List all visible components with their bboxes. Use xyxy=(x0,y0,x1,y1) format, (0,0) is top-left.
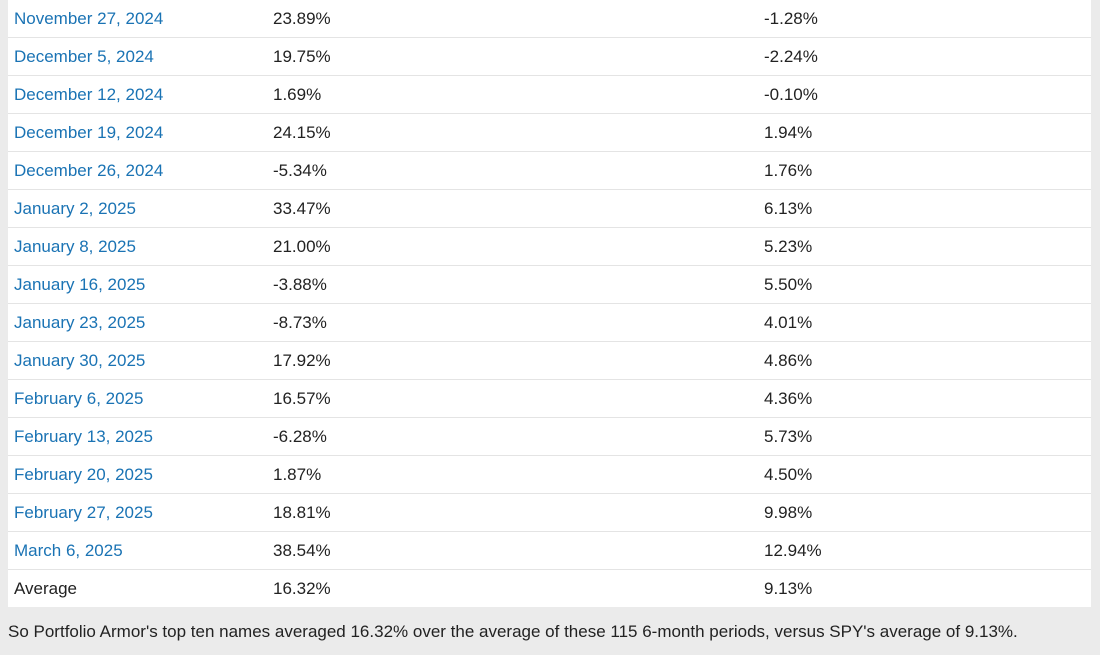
table-row: January 30, 2025 17.92% 4.86% xyxy=(8,341,1091,380)
spy-return-cell: 6.13% xyxy=(758,189,1091,228)
portfolio-return-cell: 18.81% xyxy=(267,493,758,532)
returns-table: November 27, 2024 23.89% -1.28% December… xyxy=(8,0,1091,607)
portfolio-return-cell: 1.87% xyxy=(267,455,758,494)
spy-return-cell: 12.94% xyxy=(758,531,1091,570)
date-link[interactable]: January 2, 2025 xyxy=(14,198,136,218)
date-cell: January 23, 2025 xyxy=(8,303,267,342)
portfolio-return-cell: 1.69% xyxy=(267,75,758,114)
date-cell: January 8, 2025 xyxy=(8,227,267,266)
portfolio-return-cell: 38.54% xyxy=(267,531,758,570)
table-row: January 16, 2025 -3.88% 5.50% xyxy=(8,265,1091,304)
date-link[interactable]: January 30, 2025 xyxy=(14,350,146,370)
table-row: December 5, 2024 19.75% -2.24% xyxy=(8,37,1091,76)
date-cell: February 27, 2025 xyxy=(8,493,267,532)
returns-table-body: November 27, 2024 23.89% -1.28% December… xyxy=(8,0,1091,607)
table-row: February 27, 2025 18.81% 9.98% xyxy=(8,493,1091,532)
date-cell: January 2, 2025 xyxy=(8,189,267,228)
date-link[interactable]: March 6, 2025 xyxy=(14,540,123,560)
date-cell: January 30, 2025 xyxy=(8,341,267,380)
table-row: November 27, 2024 23.89% -1.28% xyxy=(8,0,1091,38)
date-link[interactable]: December 12, 2024 xyxy=(14,84,164,104)
table-row: January 8, 2025 21.00% 5.23% xyxy=(8,227,1091,266)
date-cell: December 26, 2024 xyxy=(8,151,267,190)
date-link[interactable]: January 16, 2025 xyxy=(14,274,146,294)
spy-return-cell: -1.28% xyxy=(758,0,1091,38)
portfolio-return-cell: 23.89% xyxy=(267,0,758,38)
table-row: January 23, 2025 -8.73% 4.01% xyxy=(8,303,1091,342)
portfolio-return-cell: 24.15% xyxy=(267,113,758,152)
spy-return-cell: 5.23% xyxy=(758,227,1091,266)
spy-return-cell: -0.10% xyxy=(758,75,1091,114)
average-portfolio-return: 16.32% xyxy=(273,578,331,598)
date-link[interactable]: December 26, 2024 xyxy=(14,160,164,180)
date-cell: January 16, 2025 xyxy=(8,265,267,304)
date-cell: December 5, 2024 xyxy=(8,37,267,76)
spy-return-cell: 5.73% xyxy=(758,417,1091,456)
spy-return-cell: 4.86% xyxy=(758,341,1091,380)
table-row: December 19, 2024 24.15% 1.94% xyxy=(8,113,1091,152)
date-link[interactable]: December 5, 2024 xyxy=(14,46,154,66)
date-cell: February 6, 2025 xyxy=(8,379,267,418)
date-cell: December 19, 2024 xyxy=(8,113,267,152)
date-link[interactable]: February 27, 2025 xyxy=(14,502,153,522)
portfolio-return-cell: 33.47% xyxy=(267,189,758,228)
date-link[interactable]: December 19, 2024 xyxy=(14,122,164,142)
table-row: December 26, 2024 -5.34% 1.76% xyxy=(8,151,1091,190)
portfolio-return-cell: -8.73% xyxy=(267,303,758,342)
portfolio-return-cell: -5.34% xyxy=(267,151,758,190)
average-row: Average 16.32% 9.13% xyxy=(8,570,1091,608)
spy-return-cell: -2.24% xyxy=(758,37,1091,76)
table-row: February 13, 2025 -6.28% 5.73% xyxy=(8,417,1091,456)
portfolio-return-cell: 16.57% xyxy=(267,379,758,418)
date-link[interactable]: January 8, 2025 xyxy=(14,236,136,256)
date-cell: December 12, 2024 xyxy=(8,75,267,114)
date-cell: February 20, 2025 xyxy=(8,455,267,494)
spy-return-cell: 1.94% xyxy=(758,113,1091,152)
spy-return-cell: 4.36% xyxy=(758,379,1091,418)
date-link[interactable]: January 23, 2025 xyxy=(14,312,146,332)
average-label: Average xyxy=(14,578,78,598)
date-link[interactable]: February 13, 2025 xyxy=(14,426,153,446)
table-row: March 6, 2025 38.54% 12.94% xyxy=(8,531,1091,570)
returns-table-container: November 27, 2024 23.89% -1.28% December… xyxy=(8,0,1091,607)
spy-return-cell: 5.50% xyxy=(758,265,1091,304)
table-row: January 2, 2025 33.47% 6.13% xyxy=(8,189,1091,228)
table-row: December 12, 2024 1.69% -0.10% xyxy=(8,75,1091,114)
portfolio-return-cell: -6.28% xyxy=(267,417,758,456)
spy-return-cell: 4.01% xyxy=(758,303,1091,342)
spy-return-cell: 4.50% xyxy=(758,455,1091,494)
spy-return-cell: 1.76% xyxy=(758,151,1091,190)
date-link[interactable]: November 27, 2024 xyxy=(14,8,164,28)
table-row: February 20, 2025 1.87% 4.50% xyxy=(8,455,1091,494)
spy-return-cell: 9.98% xyxy=(758,493,1091,532)
date-link[interactable]: February 20, 2025 xyxy=(14,464,153,484)
summary-paragraph: So Portfolio Armor's top ten names avera… xyxy=(8,622,1018,641)
date-cell: November 27, 2024 xyxy=(8,0,267,38)
portfolio-return-cell: -3.88% xyxy=(267,265,758,304)
portfolio-return-cell: 21.00% xyxy=(267,227,758,266)
date-cell: March 6, 2025 xyxy=(8,531,267,570)
portfolio-return-cell: 19.75% xyxy=(267,37,758,76)
portfolio-return-cell: 17.92% xyxy=(267,341,758,380)
date-link[interactable]: February 6, 2025 xyxy=(14,388,144,408)
date-cell: February 13, 2025 xyxy=(8,417,267,456)
table-row: February 6, 2025 16.57% 4.36% xyxy=(8,379,1091,418)
average-spy-return: 9.13% xyxy=(764,578,813,598)
